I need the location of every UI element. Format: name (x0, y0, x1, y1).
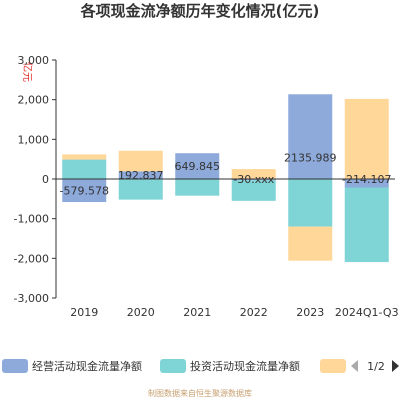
data-label: -30.xxx (233, 173, 274, 186)
legend-swatch[interactable] (160, 359, 186, 373)
bar-2023-series-2[interactable] (288, 226, 333, 261)
x-tick-label: 2020 (127, 306, 155, 319)
y-tick-label: 3,000 (18, 54, 50, 67)
bar-2021-series-1[interactable] (175, 179, 220, 196)
x-tick-label: 2024Q1-Q3 (335, 306, 399, 319)
data-label: 649.845 (175, 160, 221, 173)
data-label: -579.578 (60, 184, 109, 197)
bar-2020-series-1[interactable] (118, 179, 163, 200)
bar-2022-series-0[interactable] (231, 179, 276, 181)
x-tick-label: 2021 (183, 306, 211, 319)
bar-2024Q1-Q3-series-1[interactable] (344, 187, 389, 263)
x-tick-label: 2022 (240, 306, 268, 319)
y-tick-label: -1,000 (14, 213, 49, 226)
bar-2024Q1-Q3-series-0[interactable] (344, 179, 389, 188)
bar-2023-series-0[interactable] (288, 94, 333, 179)
data-label: 2135.989 (284, 151, 337, 164)
x-axis-ticks: 2019 2020 2021 2022 2023 2024Q1-Q3 (70, 306, 398, 319)
y-tick-label: 0 (42, 173, 49, 186)
bar-2019-series-1[interactable] (62, 159, 107, 179)
y-tick-label: 1,000 (18, 133, 50, 146)
data-label: -214.107 (342, 173, 391, 186)
bar-2020-series-2[interactable] (118, 150, 163, 172)
bar-2024Q1-Q3-series-2[interactable] (344, 98, 389, 179)
data-labels: -579.578 192.837 649.845 -30.xxx 2135.989 -21… (60, 151, 392, 197)
legend[interactable]: 经营活动现金流量净额 投资活动现金流量净额 (2, 359, 346, 373)
pager-prev-icon[interactable] (351, 360, 358, 372)
legend-label[interactable]: 经营活动现金流量净额 (32, 359, 142, 373)
bar-2020-series-0[interactable] (118, 171, 163, 179)
y-axis-ticks: 3,000 2,000 1,000 0 -1,000 -2,000 -3,000 (14, 54, 56, 305)
bar-2021-series-0[interactable] (175, 153, 220, 179)
legend-swatch[interactable] (320, 359, 346, 373)
bar-series (62, 94, 389, 263)
bar-2022-series-1[interactable] (231, 180, 276, 201)
legend-swatch[interactable] (2, 359, 28, 373)
data-label: 192.837 (118, 169, 164, 182)
x-tick-label: 2023 (296, 306, 324, 319)
chart-title: 各项现金流净额历年变化情况(亿元) (80, 2, 320, 20)
y-axis-unit: 亿元 (21, 62, 34, 82)
y-tick-label: 2,000 (18, 94, 50, 107)
bar-2022-series-2[interactable] (231, 169, 276, 179)
pager-next-icon[interactable] (392, 360, 399, 372)
bar-2019-series-2[interactable] (62, 154, 107, 160)
legend-page-indicator: 1/2 (367, 360, 385, 373)
legend-pager: 1/2 (351, 360, 399, 373)
legend-label[interactable]: 投资活动现金流量净额 (190, 359, 300, 373)
x-tick-label: 2019 (70, 306, 98, 319)
y-tick-label: -3,000 (14, 292, 49, 305)
data-source-note: 制图数据来自恒生聚源数据库 (148, 388, 252, 398)
bar-2019-series-0[interactable] (62, 179, 107, 202)
bar-2023-series-1[interactable] (288, 179, 333, 227)
y-tick-label: -2,000 (14, 252, 49, 265)
